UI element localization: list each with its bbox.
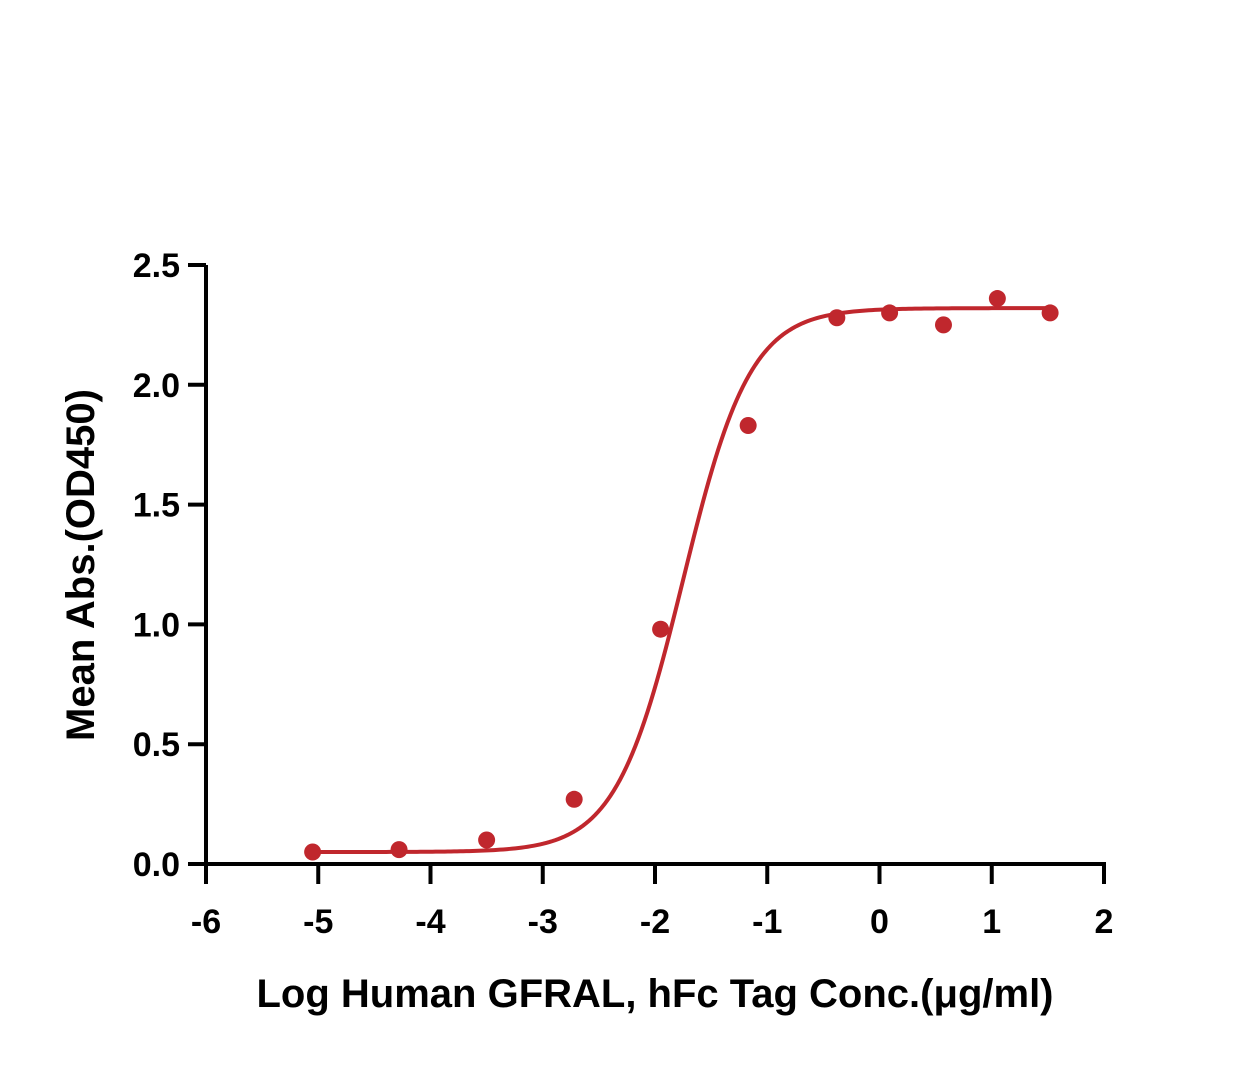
y-tick-label: 1.0	[133, 606, 180, 644]
data-point	[565, 790, 583, 808]
data-point	[828, 309, 846, 327]
x-tick-label: 0	[870, 903, 889, 941]
data-point	[934, 316, 952, 334]
x-tick-label: 1	[982, 903, 1001, 941]
data-point	[478, 831, 496, 849]
axes	[204, 265, 1106, 866]
data-point	[390, 841, 408, 859]
x-tick-label: 2	[1095, 903, 1114, 941]
x-tick-label: -1	[752, 903, 782, 941]
x-tick-label: -2	[640, 903, 670, 941]
data-point	[988, 290, 1006, 308]
y-ticks: 0.0 0.5 1.0 1.5 2.0 2.5	[133, 247, 206, 884]
data-point	[881, 304, 899, 322]
fit-curve	[312, 306, 1051, 855]
y-tick-label: 0.0	[133, 846, 180, 884]
x-tick-label: -4	[415, 903, 445, 941]
x-axis-label: Log Human GFRAL, hFc Tag Conc.(μg/ml)	[256, 972, 1053, 1016]
y-axis-label: Mean Abs.(OD450)	[59, 389, 103, 741]
y-tick-label: 2.0	[133, 367, 180, 405]
y-tick-label: 2.5	[133, 247, 180, 285]
data-point	[304, 843, 322, 861]
x-tick-label: -5	[303, 903, 333, 941]
fit-layer	[312, 306, 1051, 855]
points-layer	[304, 290, 1059, 861]
data-point	[652, 620, 670, 638]
x-tick-label: -3	[528, 903, 558, 941]
data-point	[739, 417, 757, 435]
data-point	[1041, 304, 1059, 322]
x-ticks: -6 -5 -4 -3 -2 -1 0 1 2	[191, 864, 1114, 941]
y-tick-label: 0.5	[133, 726, 180, 764]
y-tick-label: 1.5	[133, 487, 180, 525]
x-tick-label: -6	[191, 903, 221, 941]
